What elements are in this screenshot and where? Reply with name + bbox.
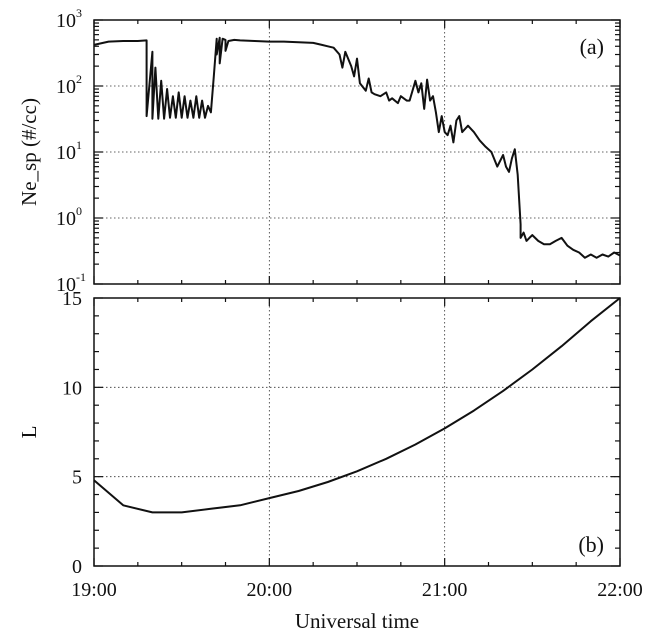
panel-b-y-tick-label: 0 xyxy=(72,556,82,578)
panel-b-frame xyxy=(93,297,621,567)
panel-a-y-tick-label: 101 xyxy=(56,138,82,164)
panel-b-tag: (b) xyxy=(578,532,604,557)
panel-a-y-tick-label: 103 xyxy=(56,6,82,32)
panel-b-series-line xyxy=(93,297,621,514)
panel-a-series-line xyxy=(93,36,621,259)
panel-b-y-tick-label: 15 xyxy=(62,288,82,310)
panel-b-ticks xyxy=(93,297,621,567)
x-tick-label: 19:00 xyxy=(71,579,117,601)
panel-a-y-tick-labels: 10-1 100 101 102 103 xyxy=(56,6,86,296)
panel-a-y-axis-label: Ne_sp (#/cc) xyxy=(17,98,41,206)
panel-b-y-tick-label: 10 xyxy=(62,377,82,399)
x-tick-label: 20:00 xyxy=(247,579,293,601)
panel-b-y-tick-labels: 0 5 10 15 xyxy=(62,288,82,578)
panel-b-grid xyxy=(94,298,620,566)
panel-a-y-tick-label: 100 xyxy=(56,204,82,230)
panel-a: 10-1 100 101 102 103 (a) Ne_sp (#/cc) xyxy=(17,6,621,296)
x-tick-label: 21:00 xyxy=(422,579,468,601)
panel-a-grid xyxy=(94,20,620,284)
panel-a-ticks xyxy=(93,19,621,285)
panel-b: 0 5 10 15 (b) L xyxy=(17,288,621,578)
x-tick-labels: 19:00 20:00 21:00 22:00 xyxy=(71,579,643,601)
panel-a-tag: (a) xyxy=(580,34,604,59)
panel-b-y-axis-label: L xyxy=(17,426,41,439)
x-axis-label: Universal time xyxy=(295,609,419,633)
x-tick-label: 22:00 xyxy=(597,579,643,601)
panel-a-y-tick-label: 10-1 xyxy=(56,270,86,296)
panel-b-y-tick-label: 5 xyxy=(72,467,82,489)
panel-a-y-tick-label: 102 xyxy=(56,72,82,98)
